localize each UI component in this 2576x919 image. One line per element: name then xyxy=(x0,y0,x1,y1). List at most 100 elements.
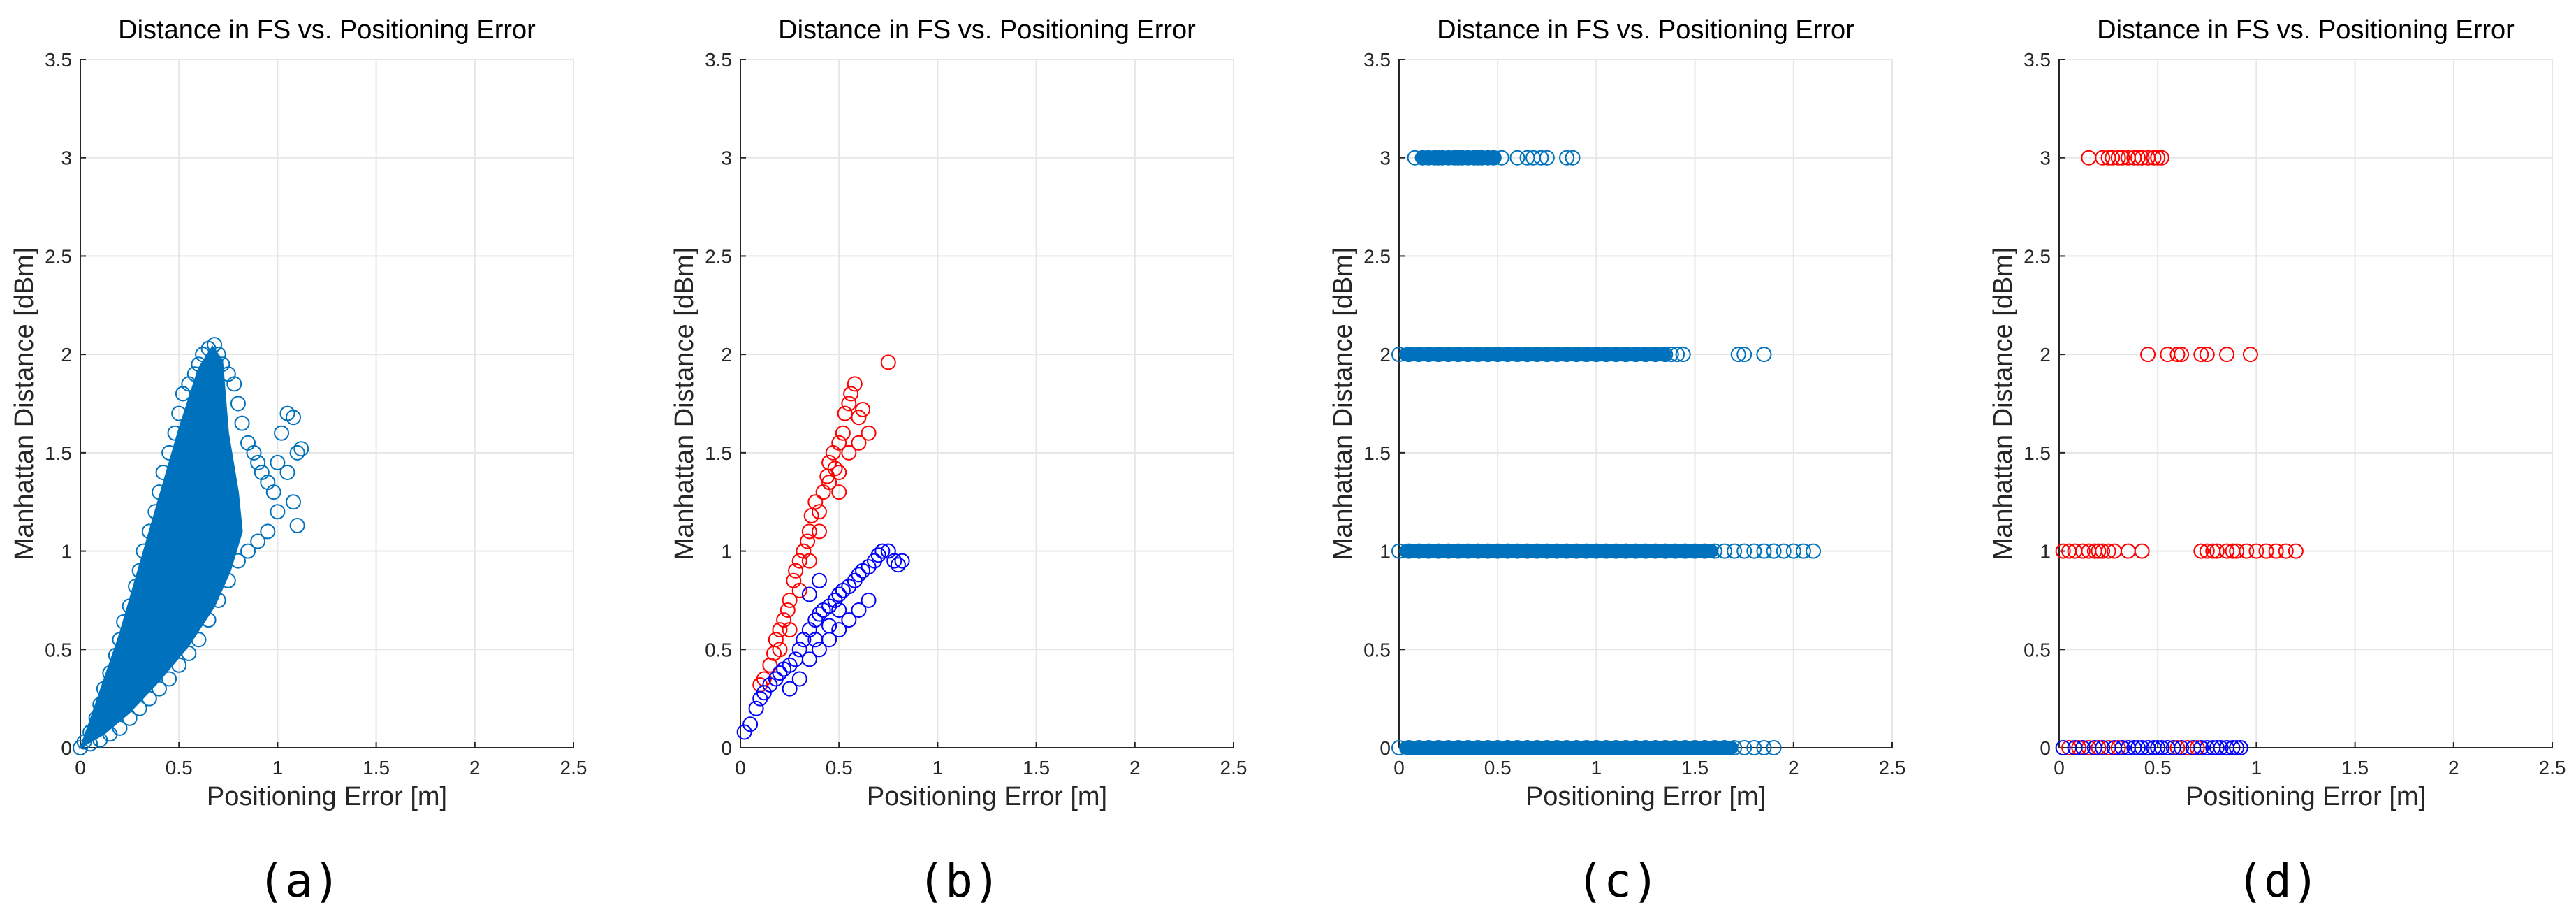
data-point xyxy=(2278,543,2294,559)
y-tick-label: 1 xyxy=(721,541,732,563)
data-point xyxy=(108,647,124,663)
data-point xyxy=(131,700,147,716)
data-point xyxy=(815,484,831,500)
data-point xyxy=(82,724,98,740)
data-point xyxy=(171,657,187,673)
y-tick-label: 2.5 xyxy=(45,245,72,267)
x-tick-label: 2.5 xyxy=(560,757,587,779)
x-tick-label: 1.5 xyxy=(1681,757,1708,779)
x-tick-label: 0.5 xyxy=(2144,757,2172,779)
data-point xyxy=(2130,150,2146,166)
data-point xyxy=(2248,543,2264,559)
data-point xyxy=(161,622,177,638)
data-point xyxy=(831,586,847,602)
data-point xyxy=(831,484,847,500)
data-point xyxy=(890,557,906,573)
data-point xyxy=(807,632,824,648)
data-point xyxy=(122,598,138,614)
data-point xyxy=(2242,347,2258,363)
data-point xyxy=(250,533,266,549)
data-point xyxy=(240,435,256,451)
data-point xyxy=(279,465,295,480)
data-point xyxy=(191,356,207,372)
data-point xyxy=(92,732,108,748)
data-point xyxy=(782,657,798,673)
x-tick-label: 2 xyxy=(1788,757,1799,779)
chart-title: Distance in FS vs. Positioning Error xyxy=(1437,15,1854,45)
data-point xyxy=(2086,740,2102,755)
data-point xyxy=(2110,740,2126,755)
data-point xyxy=(791,553,807,569)
data-point xyxy=(260,475,276,491)
data-point xyxy=(2213,740,2229,755)
data-point xyxy=(147,504,163,520)
data-point xyxy=(2153,740,2169,755)
x-tick-label: 0 xyxy=(1393,757,1405,779)
data-point xyxy=(855,401,871,417)
data-point xyxy=(293,441,309,457)
chart-c: 0 0.5 1 1.5 2 2.5 0 0.5 1 1.5 2 2.5 3 3.5 Distance in … xyxy=(1329,15,1905,908)
data-point xyxy=(811,572,827,588)
y-tick-label: 2.5 xyxy=(2024,245,2051,267)
data-point xyxy=(122,710,138,726)
data-point xyxy=(151,484,167,500)
data-point xyxy=(835,425,851,441)
y-tick-label: 1.5 xyxy=(1363,442,1391,464)
data-point xyxy=(2174,347,2190,363)
data-point xyxy=(186,366,203,382)
data-point xyxy=(171,504,187,520)
x-tick-label: 0 xyxy=(2054,757,2065,779)
y-tick-label: 0.5 xyxy=(2024,639,2051,660)
data-point xyxy=(2268,543,2284,559)
data-point xyxy=(151,681,167,697)
data-point xyxy=(1736,543,1752,559)
data-point xyxy=(2100,543,2116,559)
data-point xyxy=(2095,740,2111,755)
data-point xyxy=(92,697,108,713)
data-point xyxy=(1736,347,1752,363)
data-point xyxy=(821,618,837,634)
data-point xyxy=(191,444,207,461)
data-point xyxy=(880,354,896,370)
y-tick-label: 1 xyxy=(61,541,72,563)
data-point xyxy=(886,553,902,569)
data-point xyxy=(756,685,772,701)
data-point xyxy=(861,592,877,608)
data-point xyxy=(141,690,157,707)
data-point xyxy=(240,543,256,559)
data-point xyxy=(1756,543,1772,559)
data-point xyxy=(831,622,847,638)
data-point xyxy=(851,602,867,618)
data-point xyxy=(851,435,867,451)
data-point xyxy=(250,454,266,470)
x-tick-label: 2.5 xyxy=(1879,757,1906,779)
data-point xyxy=(841,396,857,412)
y-tick-label: 2 xyxy=(721,344,732,366)
data-point xyxy=(2199,543,2215,559)
data-point xyxy=(289,517,305,533)
data-point xyxy=(831,465,847,480)
data-point xyxy=(1766,543,1782,559)
data-point xyxy=(122,671,138,687)
data-point xyxy=(821,475,837,491)
x-tick-label: 0.5 xyxy=(166,757,193,779)
data-point xyxy=(772,642,788,658)
x-axis-label: Positioning Error [m] xyxy=(867,782,1107,811)
x-tick-label: 1 xyxy=(932,757,944,779)
data-point xyxy=(2288,543,2304,559)
data-point xyxy=(2199,347,2215,363)
chart-title: Distance in FS vs. Positioning Error xyxy=(778,15,1196,45)
y-axis-label: Manhattan Distance [dBm] xyxy=(1329,247,1358,560)
data-point xyxy=(200,504,217,520)
data-point xyxy=(786,572,802,588)
data-point xyxy=(2225,740,2241,755)
x-tick-label: 0.5 xyxy=(826,757,853,779)
data-point xyxy=(748,700,764,716)
panel-caption: (d) xyxy=(2236,854,2319,908)
scatter-dense-band xyxy=(1414,150,1502,165)
data-point xyxy=(2193,347,2209,363)
data-point xyxy=(167,425,183,441)
data-point xyxy=(2095,543,2111,559)
data-point xyxy=(151,543,167,559)
